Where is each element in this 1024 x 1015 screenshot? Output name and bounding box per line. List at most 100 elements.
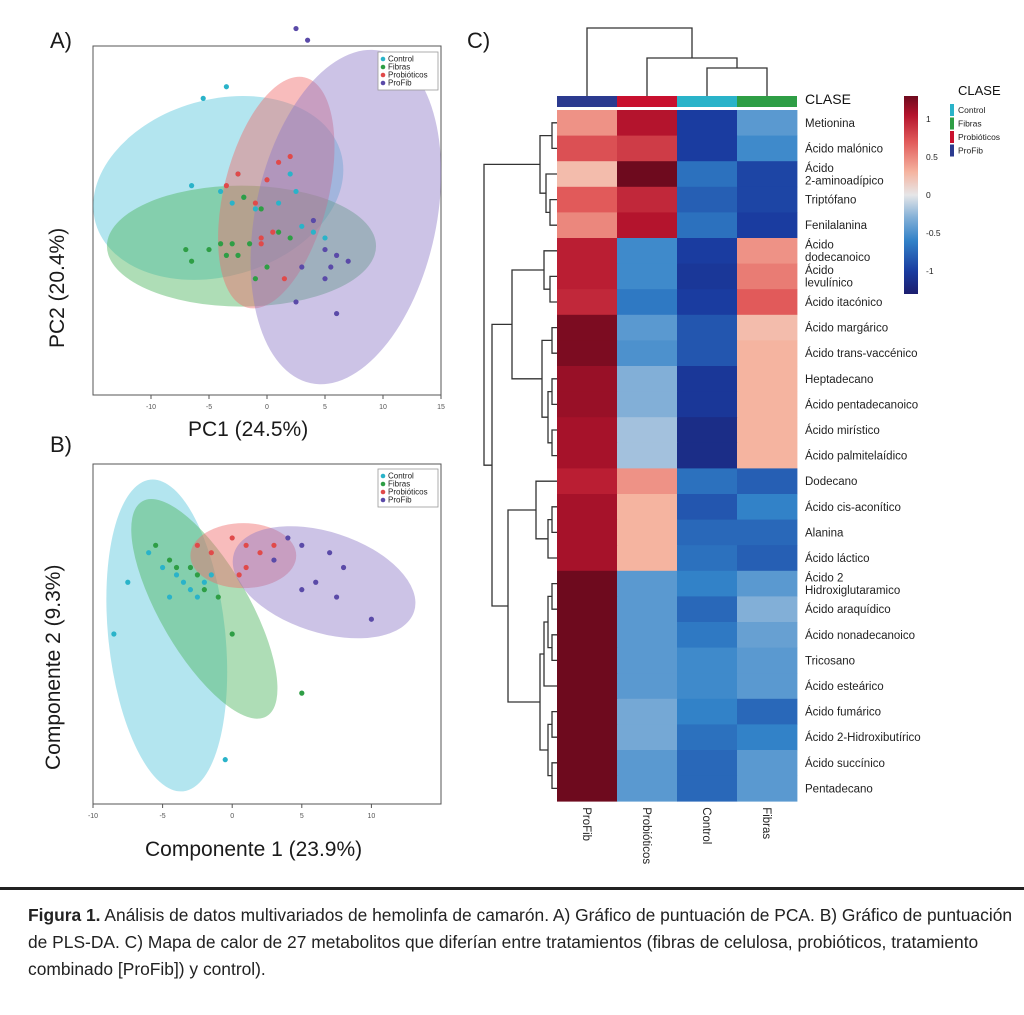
pca-point-fibras	[247, 241, 253, 247]
row-label: Triptófano	[805, 195, 856, 207]
heatmap-cell	[557, 570, 618, 597]
heatmap-cell	[617, 724, 678, 751]
row-label: Ácido cis-aconítico	[805, 501, 901, 514]
pca-point-profib	[299, 264, 305, 270]
heatmap-cell	[617, 698, 678, 725]
heatmap-cell	[677, 366, 738, 392]
heatmap-cell	[557, 289, 618, 316]
heatmap-cell	[617, 647, 678, 674]
plsda-legend-label: ProFib	[388, 496, 412, 505]
plsda-x-tick-label: 5	[300, 813, 304, 820]
plsda-legend-label: Probióticos	[388, 488, 428, 497]
row-label: Ácido 2	[805, 571, 843, 584]
heatmap-cell	[557, 366, 618, 392]
plsda-point-probióticos	[236, 572, 242, 578]
dendro-branch	[543, 621, 557, 687]
plsda-point-profib	[299, 587, 305, 593]
heatmap-cell	[677, 442, 738, 469]
plsda-point-control	[222, 757, 228, 763]
pca-legend-box	[377, 51, 439, 91]
class-bar-cell	[737, 96, 797, 107]
row-label: Ácido esteárico	[805, 680, 884, 693]
pca-point-control	[229, 200, 235, 206]
pca-point-profib	[345, 258, 351, 264]
pca-point-control	[223, 84, 229, 90]
row-label: Ácido succínico	[805, 757, 885, 770]
dendro-branch	[551, 429, 557, 457]
plsda-point-probióticos	[271, 542, 277, 548]
panel-label-c: C)	[467, 28, 491, 53]
class-bar-label: CLASE	[805, 91, 851, 107]
pca-point-probióticos	[252, 200, 258, 206]
row-label: Ácido fumárico	[805, 706, 881, 719]
dendro-branch	[646, 57, 738, 96]
pca-point-profib	[322, 246, 328, 253]
plsda-point-profib	[327, 550, 333, 556]
heatmap-cell	[677, 750, 738, 776]
heatmap-cell	[737, 314, 798, 341]
heatmap-cell	[737, 750, 798, 776]
class-legend-swatch	[950, 104, 954, 116]
heatmap-cell	[617, 750, 678, 776]
pca-point-fibras	[258, 206, 264, 212]
heatmap-cell	[737, 340, 798, 367]
colorbar-tick-label: -1	[926, 266, 934, 276]
heatmap-cell	[677, 340, 738, 367]
heatmap-cell	[617, 186, 678, 213]
dendro-branch	[551, 634, 557, 662]
heatmap-cell	[617, 519, 678, 546]
heatmap-cell	[737, 391, 798, 418]
row-label: Tricosano	[805, 655, 855, 667]
heatmap-cell	[557, 263, 618, 290]
caption-divider	[0, 887, 1024, 890]
row-label: Ácido láctico	[805, 552, 870, 565]
row-label: Ácido nonadecanoico	[805, 629, 915, 642]
pca-point-control	[189, 183, 195, 189]
dendro-branch	[549, 275, 557, 303]
dendro-branch	[706, 67, 768, 96]
heatmap-cell	[737, 775, 798, 802]
heatmap-cell	[677, 622, 738, 648]
pca-legend-label: Fibras	[388, 63, 410, 72]
heatmap-cell	[617, 391, 678, 418]
column-label: Fibras	[760, 807, 772, 839]
class-bar-cell	[617, 96, 677, 107]
plsda-point-fibras	[201, 587, 207, 593]
heatmap-cell	[737, 110, 798, 136]
plsda-point-control	[111, 631, 117, 637]
dendro-branch	[551, 506, 557, 534]
plsda-x-tick-label: -5	[159, 813, 165, 820]
column-label: ProFib	[580, 807, 592, 841]
row-label: Ácido palmitelaídico	[805, 450, 907, 463]
heatmap-cell	[737, 238, 798, 264]
plsda-legend-marker	[380, 497, 386, 503]
plsda-x-tick-label: 0	[230, 813, 234, 820]
pca-point-fibras	[223, 252, 229, 258]
heatmap-cell	[557, 750, 618, 776]
plsda-point-profib	[271, 557, 277, 563]
row-label: Ácido	[805, 264, 834, 277]
plsda-ellipse-fibras	[131, 499, 278, 719]
pca-point-fibras	[206, 246, 212, 253]
pca-point-probióticos	[287, 153, 293, 160]
heatmap-cell	[557, 238, 618, 264]
plsda-point-fibras	[215, 594, 221, 600]
row-label: levulínico	[805, 278, 853, 290]
class-legend-label: Control	[958, 105, 986, 115]
pca-point-probióticos	[276, 159, 282, 165]
row-label: Metionina	[805, 118, 855, 130]
plsda-point-probióticos	[243, 542, 249, 548]
dendro-branch	[551, 710, 557, 738]
plsda-point-profib	[299, 542, 305, 548]
dendro-branch	[549, 198, 557, 226]
heatmap-cell	[737, 647, 798, 674]
heatmap-cell	[677, 417, 738, 444]
pca-plot-frame	[92, 45, 442, 396]
pca-point-profib	[305, 37, 311, 43]
pca-legend-label: Probióticos	[388, 71, 428, 80]
pca-point-control	[322, 235, 328, 241]
colorbar-tick-label: -0.5	[926, 228, 941, 238]
dendro-branch	[483, 163, 540, 466]
